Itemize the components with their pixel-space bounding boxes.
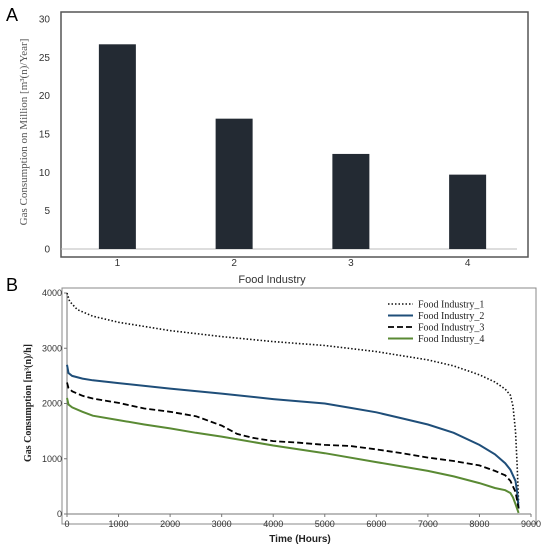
line-chart-x-tick-label: 9000 <box>521 519 541 529</box>
line-chart-x-ticks: 0 1000 2000 3000 4000 5000 6000 7000 8000 9000 <box>64 513 541 529</box>
legend-entry-label: Food Industry_4 <box>418 334 484 345</box>
bar-chart-bars <box>98 44 487 250</box>
line-chart-x-tick-label: 5000 <box>315 519 335 529</box>
bar-chart-bar <box>332 153 370 249</box>
legend-entry-label: Food Industry_1 <box>418 300 484 311</box>
line-chart-x-tick-label: 2000 <box>160 519 180 529</box>
bar-chart-x-tick-label: 3 <box>348 258 354 269</box>
line-chart-y-tick-label: 3000 <box>42 343 62 353</box>
line-series-4 <box>66 397 520 514</box>
line-chart-y-tick-label: 2000 <box>42 399 62 409</box>
bar-chart-x-ticks: 1 2 3 4 <box>115 258 471 269</box>
line-chart-y-tick-label: 0 <box>57 509 62 519</box>
bar-chart-x-tick-label: 1 <box>115 258 121 269</box>
bar-chart-y-tick-label: 25 <box>39 53 51 64</box>
line-series-2 <box>66 364 520 509</box>
bar-chart-x-axis-label: Food Industry <box>238 274 306 286</box>
bar-chart-y-tick-label: 5 <box>44 206 50 217</box>
bar-chart-bar <box>98 44 136 249</box>
line-chart-x-tick-label: 8000 <box>469 519 489 529</box>
bar-chart-x-tick-label: 4 <box>465 258 471 269</box>
line-series-3 <box>66 382 520 509</box>
bar-chart-y-tick-label: 10 <box>39 168 51 179</box>
panel-label-b: B <box>6 275 18 295</box>
line-chart-x-tick-label: 0 <box>64 519 69 529</box>
line-chart-x-axis-label: Time (Hours) <box>269 534 331 545</box>
line-chart-x-tick-label: 6000 <box>366 519 386 529</box>
line-chart-x-tick-label: 3000 <box>212 519 232 529</box>
line-chart-x-tick-label: 7000 <box>418 519 438 529</box>
bar-chart-y-tick-label: 20 <box>39 91 51 102</box>
bar-chart-y-axis-label: Gas Consumption on Million [m³(n)/Year] <box>18 39 30 226</box>
line-chart-frame <box>61 287 537 525</box>
line-chart-y-tick-label: 4000 <box>42 288 62 298</box>
bar-chart-y-ticks: 0 5 10 15 20 25 30 <box>39 15 517 256</box>
line-chart-x-tick-label: 1000 <box>109 519 129 529</box>
legend-entry-label: Food Industry_3 <box>418 323 484 334</box>
line-chart-series <box>66 292 520 514</box>
bar-chart-y-tick-label: 15 <box>39 130 51 141</box>
line-chart-y-tick-label: 1000 <box>42 454 62 464</box>
bar-chart-y-tick-label: 30 <box>39 15 51 26</box>
line-chart-y-axis-label: Gas Consumption [m³(n)/h] <box>23 344 34 462</box>
line-chart-x-tick-label: 4000 <box>263 519 283 529</box>
bar-chart-y-tick-label: 0 <box>44 245 50 256</box>
legend-entry-label: Food Industry_2 <box>418 311 484 322</box>
line-chart-y-ticks: 0 1000 2000 3000 4000 <box>42 288 68 519</box>
bar-chart-bar <box>215 118 253 250</box>
bar-chart-x-tick-label: 2 <box>231 258 237 269</box>
panel-label-a: A <box>6 5 18 25</box>
bar-chart-bar <box>449 174 487 249</box>
